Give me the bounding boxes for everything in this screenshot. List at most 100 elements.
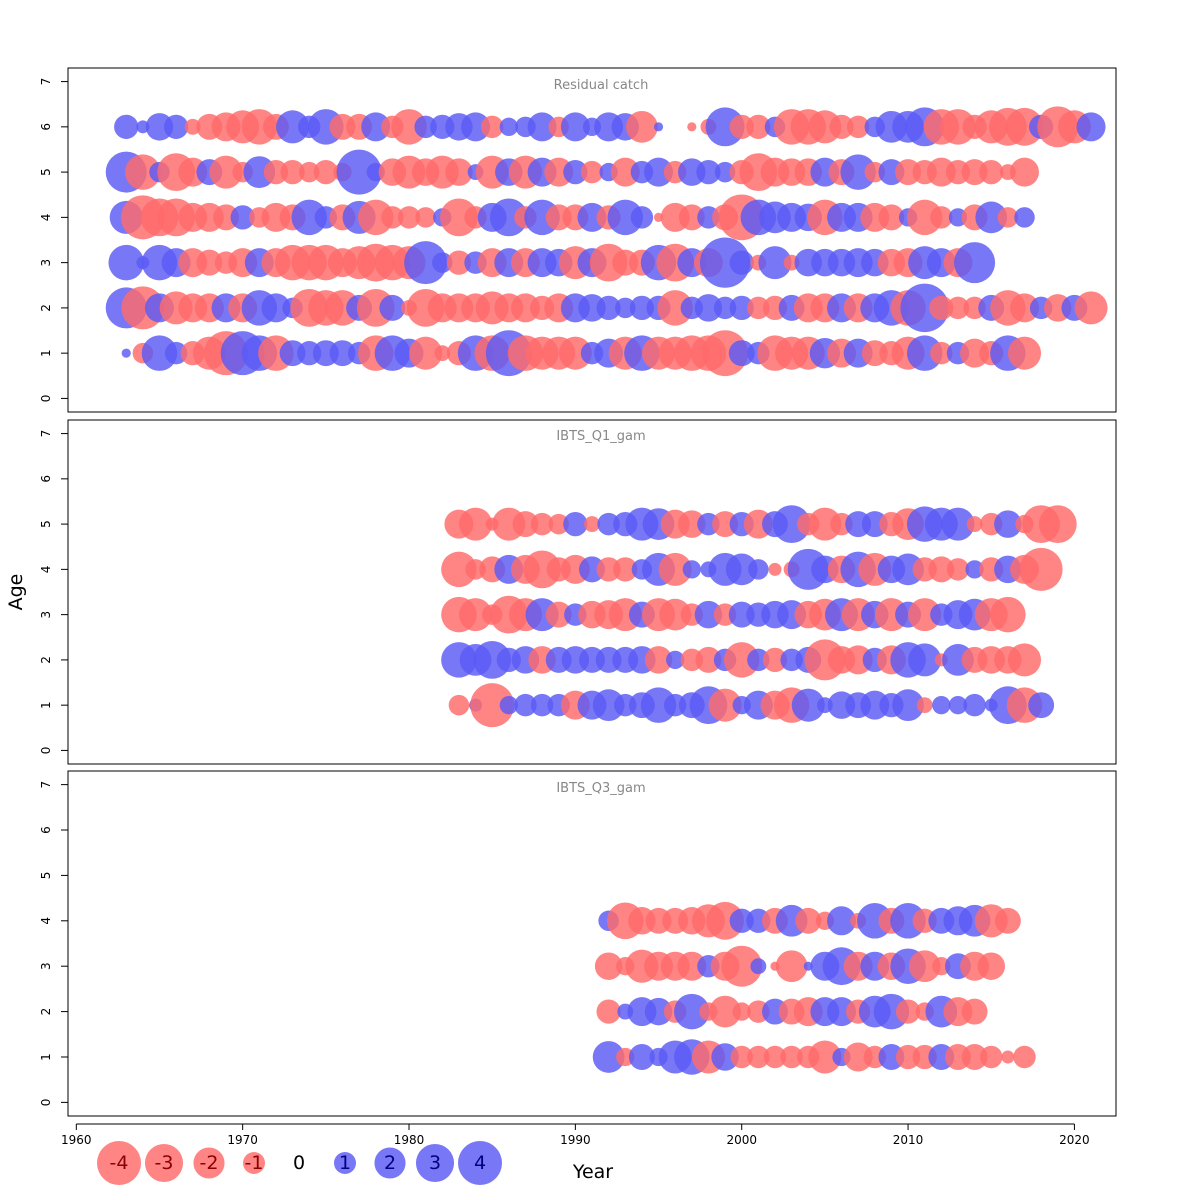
residual-bubble — [441, 551, 477, 588]
y-axis: 0 1 2 3 4 5 6 7 — [39, 781, 68, 1106]
residual-bubble — [908, 643, 942, 677]
residual-bubble — [409, 336, 443, 370]
residual-bubble — [975, 201, 1008, 234]
y-axis: 0 1 2 3 4 5 6 7 — [39, 78, 68, 402]
x-tick-label: 1990 — [560, 1133, 591, 1147]
residual-bubble — [530, 693, 554, 717]
x-tick-label: 2010 — [893, 1133, 924, 1147]
panel-title: Residual catch — [554, 78, 649, 93]
residual-bubble — [1028, 692, 1055, 719]
residual-bubble — [404, 241, 448, 285]
legend-bubble — [243, 1152, 265, 1174]
y-tick-label: 0 — [39, 747, 53, 755]
residual-bubble — [596, 557, 621, 582]
residual-bubble — [908, 950, 941, 983]
residual-bubble — [963, 693, 986, 717]
residual-bubble — [653, 122, 664, 132]
residual-bubble — [758, 246, 792, 280]
residual-bubble — [997, 207, 1019, 228]
residual-bubble — [626, 110, 658, 143]
residual-bubble — [280, 159, 305, 185]
legend-label: 0 — [293, 1152, 305, 1174]
y-tick-label: 6 — [39, 475, 53, 483]
bubble-size-legend: -4 -3 -2 -1 0 1 2 3 4 — [97, 1141, 502, 1185]
residual-bubble — [895, 1044, 921, 1070]
residual-bubble — [946, 558, 970, 581]
residual-bubble — [768, 562, 782, 576]
legend-bubble — [144, 1143, 184, 1183]
y-tick-label: 1 — [39, 1053, 53, 1061]
residual-bubble — [644, 997, 673, 1026]
y-tick-label: 4 — [39, 566, 53, 574]
residual-bubble — [597, 512, 620, 536]
panel-frame — [67, 770, 1117, 1117]
legend-label: -1 — [245, 1152, 264, 1174]
residual-bubble — [644, 157, 674, 187]
residual-bubble — [563, 159, 588, 185]
panel-ibts-q3: IBTS_Q3_gam 0 1 2 3 4 5 6 7 — [39, 770, 1117, 1117]
residual-bubble — [961, 998, 988, 1025]
residual-bubble — [908, 598, 942, 632]
residual-bubble — [829, 114, 854, 139]
residual-bubble — [1010, 157, 1040, 187]
legend-label: 2 — [384, 1152, 396, 1174]
residual-bubble — [932, 695, 951, 715]
legend-label: -4 — [110, 1152, 129, 1174]
residual-bubble — [725, 553, 758, 586]
x-tick-label: 1980 — [394, 1133, 425, 1147]
y-tick-label: 5 — [39, 520, 53, 528]
residual-bubble — [946, 296, 970, 320]
residual-bubble — [415, 207, 436, 228]
residual-bubble — [596, 295, 621, 321]
legend-bubble — [458, 1141, 502, 1185]
residual-bubble — [527, 112, 557, 142]
residual-bubble — [361, 112, 391, 142]
residual-bubble — [121, 348, 131, 358]
legend-label: -2 — [200, 1152, 219, 1174]
residual-bubble — [613, 557, 638, 582]
y-tick-label: 2 — [39, 304, 53, 312]
residual-bubble — [329, 340, 356, 367]
residual-bubble — [1019, 547, 1063, 591]
residual-bubble — [1013, 1045, 1036, 1069]
x-tick-label: 1960 — [61, 1133, 92, 1147]
residual-bubble — [746, 114, 771, 139]
residual-bubble — [1038, 505, 1077, 544]
residual-bubble — [592, 689, 625, 722]
y-axis-title: Age — [5, 574, 27, 611]
legend-label: -3 — [155, 1152, 174, 1174]
residual-bubble — [584, 516, 600, 533]
residual-bubble — [979, 159, 1004, 185]
residual-bubble — [461, 112, 491, 142]
residual-bubble — [682, 560, 701, 579]
residual-bubble — [748, 559, 769, 580]
y-tick-label: 3 — [39, 259, 53, 267]
residual-bubble — [954, 242, 996, 284]
y-tick-label: 0 — [39, 1099, 53, 1107]
y-tick-label: 2 — [39, 656, 53, 664]
residual-bubble — [966, 516, 983, 533]
residual-bubble — [1010, 293, 1040, 323]
residual-bubble — [711, 1043, 739, 1071]
y-tick-label: 7 — [39, 78, 53, 86]
residual-bubble — [379, 294, 406, 321]
residual-bubble — [261, 293, 291, 323]
residual-bubble — [840, 154, 876, 190]
residual-bubble — [432, 252, 453, 273]
residual-bubble — [594, 952, 623, 980]
residual-bubble — [545, 601, 572, 628]
residual-bubble — [747, 296, 770, 320]
residual-bubble — [263, 159, 289, 185]
panel-title: IBTS_Q1_gam — [556, 429, 645, 444]
x-tick-label: 2020 — [1059, 1133, 1090, 1147]
residual-bubble — [687, 122, 697, 132]
residual-bubble — [772, 505, 811, 544]
legend-bubble — [415, 1143, 455, 1183]
residual-bubble — [313, 159, 338, 185]
residual-bubble — [941, 507, 975, 541]
residual-bubble — [780, 1045, 803, 1069]
residual-bubble — [791, 688, 825, 722]
residual-bubble — [114, 114, 139, 139]
residual-bubble — [929, 295, 954, 321]
residual-bubble — [548, 513, 569, 535]
